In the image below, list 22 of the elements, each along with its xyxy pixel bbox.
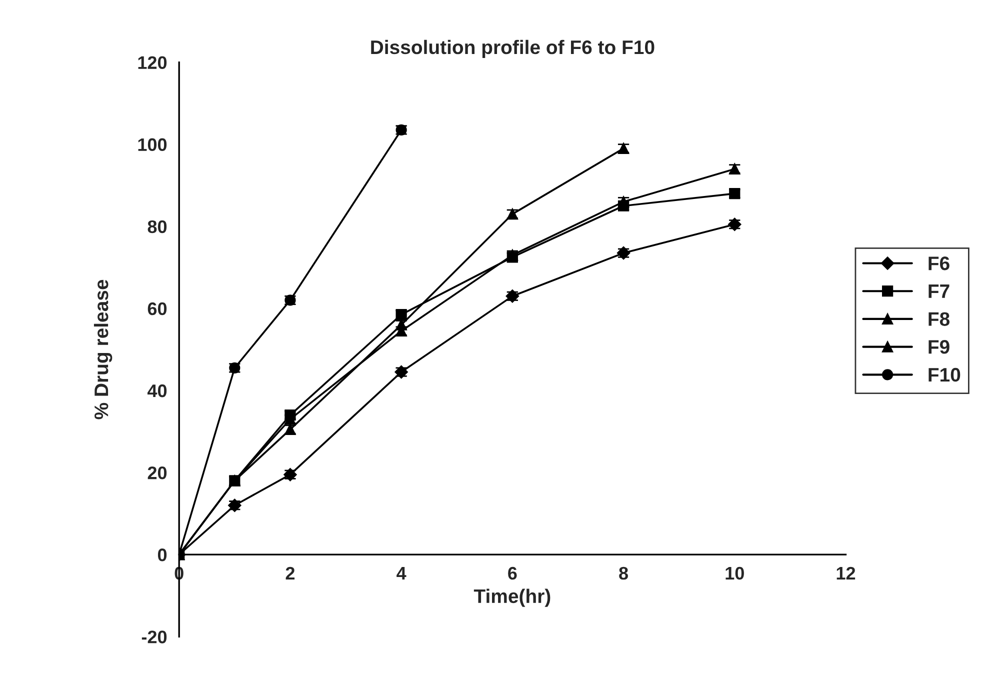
y-tick-label: 0: [158, 548, 167, 562]
y-axis-title: % Drug release: [94, 280, 112, 420]
x-tick-label: 6: [508, 566, 517, 580]
y-tick-label: -20: [142, 630, 167, 644]
y-tick-label: 20: [148, 466, 167, 480]
legend-label: F9: [928, 340, 950, 354]
legend-label: F7: [928, 284, 950, 298]
y-tick-label: 80: [148, 220, 167, 234]
legend-label: F6: [928, 256, 950, 270]
x-tick-label: 12: [836, 566, 856, 580]
x-tick-label: 8: [619, 566, 628, 580]
x-tick-label: 10: [726, 566, 744, 580]
x-tick-label: 2: [286, 566, 295, 580]
chart-title: Dissolution profile of F6 to F10: [371, 40, 654, 58]
legend-label: F8: [928, 312, 950, 326]
y-tick-label: 60: [148, 302, 167, 316]
y-tick-label: 120: [138, 56, 167, 69]
y-tick-label: 100: [138, 138, 167, 152]
legend-label: F10: [928, 368, 960, 382]
y-tick-label: 40: [147, 384, 167, 398]
x-tick-label: 4: [396, 567, 406, 580]
x-axis-title: Time(hr): [474, 588, 550, 607]
